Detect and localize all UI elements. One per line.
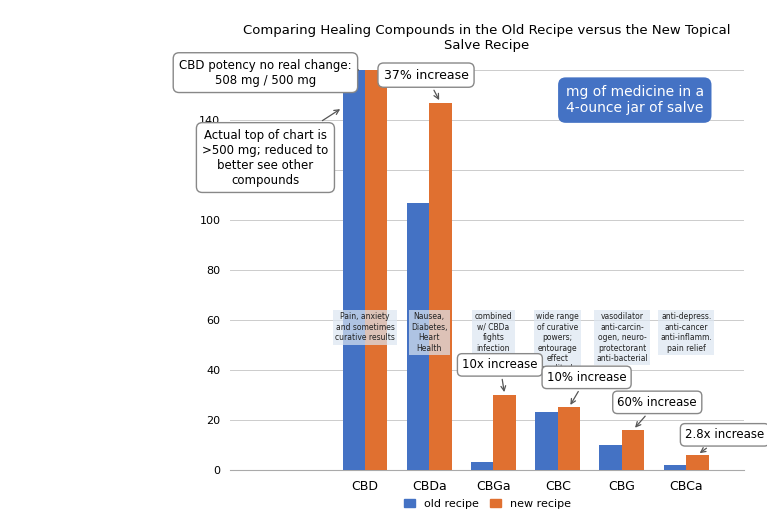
Text: 60% increase: 60% increase [617,396,697,426]
Text: anti-depress.
anti-cancer
anti-inflamm.
pain relief: anti-depress. anti-cancer anti-inflamm. … [660,313,712,353]
Bar [535,412,558,470]
Text: 10x increase: 10x increase [463,359,538,391]
Bar [343,70,365,470]
Text: wide range
of curative
powers;
entourage
effect
credited: wide range of curative powers; entourage… [536,313,579,373]
Text: CBD potency no real change:
508 mg / 500 mg: CBD potency no real change: 508 mg / 500… [179,58,358,87]
Text: 2.8x increase: 2.8x increase [685,429,765,453]
Text: vasodilator
anti-carcin-
ogen, neuro-
protectorant
anti-bacterial: vasodilator anti-carcin- ogen, neuro- pr… [596,313,648,363]
Text: combined
w/ CBDa
fights
infection: combined w/ CBDa fights infection [475,313,512,353]
Bar [407,203,430,470]
Bar [600,445,622,470]
Text: 37% increase: 37% increase [384,68,469,99]
Bar [558,407,580,470]
Bar [686,455,709,470]
Text: Nausea,
Diabetes,
Heart
Health: Nausea, Diabetes, Heart Health [411,313,447,353]
Bar [430,103,452,470]
Text: Actual top of chart is
>500 mg; reduced to
better see other
compounds: Actual top of chart is >500 mg; reduced … [202,110,339,186]
Text: mg of medicine in a
4-ounce jar of salve: mg of medicine in a 4-ounce jar of salve [566,85,704,115]
Title: Comparing Healing Compounds in the Old Recipe versus the New Topical
Salve Recip: Comparing Healing Compounds in the Old R… [243,24,731,52]
Text: Pain, anxiety
and sometimes
curative results: Pain, anxiety and sometimes curative res… [335,313,395,342]
Bar [471,462,493,470]
Bar [365,70,387,470]
Legend: old recipe, new recipe: old recipe, new recipe [399,494,575,513]
Bar [493,395,516,470]
Bar [622,430,644,470]
Bar [663,465,686,470]
Text: 10% increase: 10% increase [547,371,627,404]
